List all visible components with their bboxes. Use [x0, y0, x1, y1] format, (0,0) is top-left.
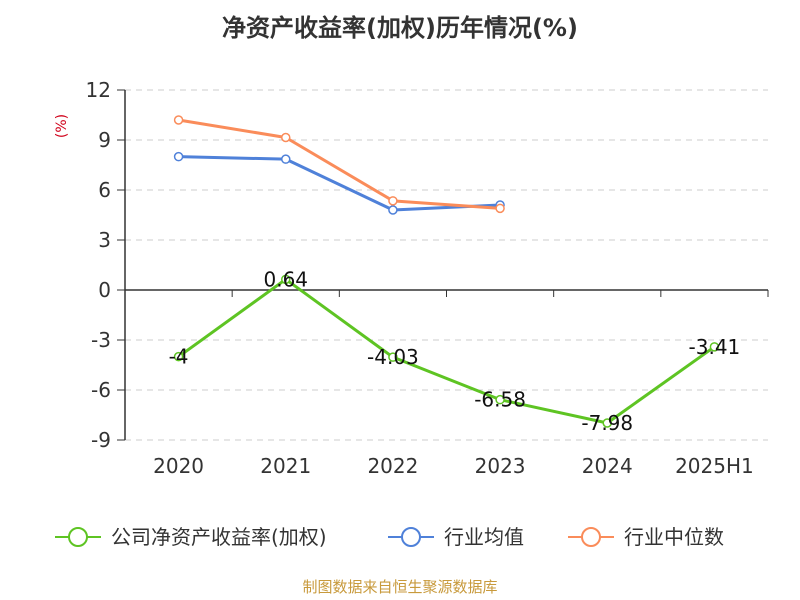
series-point — [495, 394, 505, 405]
legend-marker — [68, 527, 88, 547]
series-point — [388, 352, 398, 362]
x-tick-label: 2024 — [582, 454, 633, 478]
axes: 12 9 6 3 0 -3 -6 -9 2020 2021 2022 2023 2024 2025H1 — [86, 78, 769, 478]
legend: 公司净资产收益率(加权) 行业均值 行业中位数 — [55, 525, 724, 549]
series-point — [173, 351, 184, 362]
legend-label: 行业均值 — [444, 525, 524, 549]
data-label: 0.64 — [263, 267, 308, 291]
series-point — [709, 342, 720, 352]
series-line — [177, 277, 716, 425]
series-point — [495, 203, 505, 214]
x-tick-label: 2025H1 — [675, 454, 754, 478]
data-label: -4 — [169, 345, 189, 369]
data-label: -6.58 — [474, 388, 526, 412]
x-tick-label: 2022 — [367, 454, 418, 478]
series-point — [281, 132, 291, 143]
series-line — [178, 155, 501, 212]
data-label: -4.03 — [367, 345, 419, 369]
series-point — [173, 115, 184, 125]
series-point — [281, 274, 291, 285]
legend-marker — [401, 527, 421, 547]
y-tick-label: 0 — [98, 278, 111, 302]
series-point — [388, 196, 398, 206]
legend-label: 行业中位数 — [624, 525, 724, 549]
y-tick-label: 3 — [98, 228, 111, 252]
series-layer: -4 0.64 -4.03 -6.58 -7.98 -3.41 — [169, 115, 741, 435]
y-tick-label: 12 — [86, 78, 111, 102]
series-point — [602, 418, 612, 428]
chart-title: 净资产收益率(加权)历年情况(%) — [222, 14, 578, 42]
data-label: -7.98 — [581, 411, 633, 435]
grid-lines — [125, 89, 768, 441]
y-unit-label: (%) — [54, 114, 70, 138]
series-point — [281, 154, 291, 164]
y-tick-label: 6 — [98, 178, 111, 202]
legend-label: 公司净资产收益率(加权) — [111, 525, 327, 549]
y-tick-label: -6 — [91, 378, 111, 402]
x-tick-label: 2023 — [475, 454, 526, 478]
series-point — [173, 151, 184, 162]
y-tick-label: -9 — [91, 428, 111, 452]
legend-marker — [581, 527, 601, 547]
series-line — [178, 118, 501, 210]
data-source-note: 制图数据来自恒生聚源数据库 — [302, 578, 497, 596]
y-tick-label: -3 — [91, 328, 111, 352]
x-tick-label: 2021 — [260, 454, 311, 478]
series-point — [388, 205, 398, 215]
data-label: -3.41 — [689, 335, 741, 359]
x-tick-label: 2020 — [153, 454, 204, 478]
y-tick-label: 9 — [98, 128, 111, 152]
